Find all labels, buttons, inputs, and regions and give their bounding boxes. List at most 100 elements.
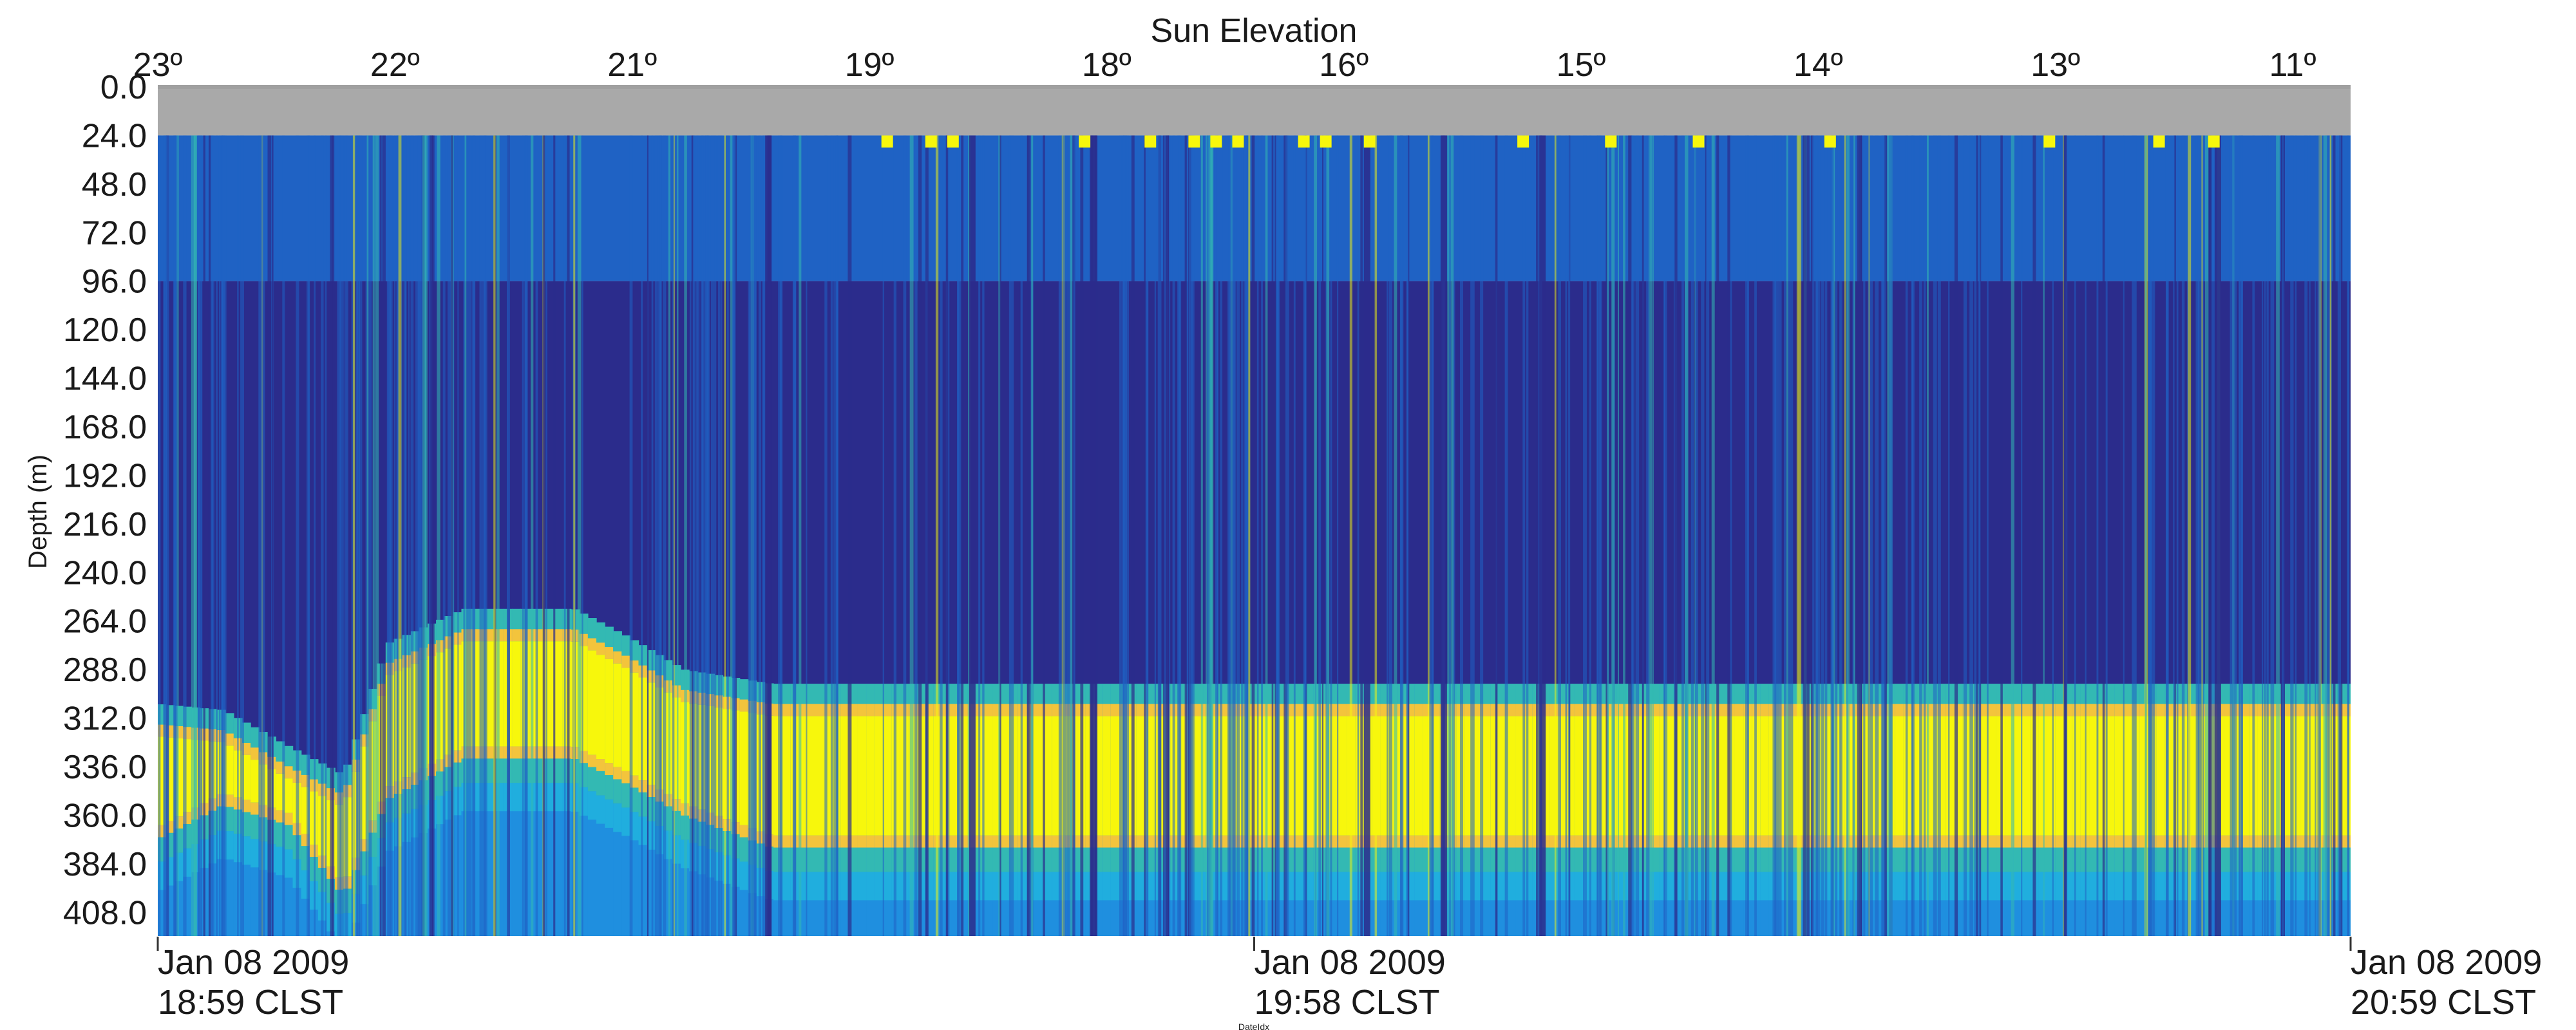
layer-column-edge-bottom (2123, 847, 2132, 872)
ping-stripe (1730, 135, 1732, 937)
sun-elevation-tick: 14º (1794, 46, 1843, 84)
ping-stripe (1450, 135, 1454, 937)
layer-column-edge-top (638, 645, 648, 666)
ping-stripe (1618, 135, 1620, 937)
layer-column-core (1330, 716, 1340, 836)
ping-stripe (1459, 135, 1464, 937)
layer-column-edge-bottom (984, 847, 994, 872)
layer-column-edge-top (840, 684, 850, 704)
layer-column-orange-bottom (1001, 835, 1010, 848)
layer-column-orange-bottom (486, 746, 496, 759)
ping-stripe (2276, 135, 2280, 937)
layer-column-edge-top (875, 684, 884, 704)
ping-stripe (198, 135, 202, 937)
layer-column-edge-bottom (1490, 847, 1499, 872)
layer-column-core (1490, 716, 1499, 836)
layer-column-edge-top (2089, 684, 2098, 704)
layer-column-fade (613, 803, 622, 832)
layer-column-orange-top (1734, 704, 1744, 716)
layer-column-edge-bottom (1566, 847, 1575, 872)
ping-stripe (2309, 135, 2311, 937)
ping-stripe (2230, 135, 2233, 937)
ping-stripe (1796, 135, 1800, 937)
layer-column-orange-bottom (545, 746, 555, 759)
layer-column-orange-top (815, 704, 825, 716)
layer-column-core (2283, 716, 2292, 836)
ping-stripe (1798, 135, 1802, 937)
surface-patch (1144, 135, 1157, 148)
ping-stripe (431, 135, 435, 937)
ping-stripe (1635, 135, 1640, 937)
ping-stripe (2304, 135, 2308, 937)
layer-column-edge-bottom (2089, 847, 2098, 872)
layer-column-orange-top (2123, 704, 2132, 716)
ping-stripe (237, 135, 239, 937)
ping-stripe (296, 135, 299, 937)
layer-column-orange-top (1515, 704, 1525, 716)
dropout-line (1363, 135, 1370, 937)
ping-stripe (258, 135, 263, 937)
ping-stripe (216, 135, 218, 937)
layer-column-orange-top (857, 704, 867, 716)
ping-stripe (1447, 135, 1450, 937)
layer-column-fade (2156, 872, 2166, 901)
ping-stripe (710, 135, 715, 937)
ping-stripe (401, 135, 403, 937)
layer-column-edge-top (605, 626, 614, 648)
layer-column-orange-top (596, 642, 605, 655)
layer-column-edge-bottom (1296, 847, 1305, 872)
layer-column-fade (1001, 872, 1010, 901)
surface-patch (881, 135, 893, 148)
ping-stripe (493, 135, 496, 937)
layer-column-core (613, 663, 622, 767)
layer-column-orange-top (1001, 704, 1010, 716)
ping-stripe (1200, 135, 1203, 937)
layer-column-core (2072, 716, 2081, 836)
layer-column-edge-top (1549, 684, 1558, 704)
ping-stripe (2197, 135, 2202, 937)
layer-column-edge-top (1305, 684, 1314, 704)
ping-stripe (442, 135, 446, 937)
layer-column-edge-bottom (2098, 847, 2107, 872)
ping-stripe (545, 135, 547, 937)
layer-column-edge-top (2055, 684, 2065, 704)
layer-column-core (242, 754, 251, 800)
layer-column-orange-bottom (2098, 835, 2107, 848)
ping-stripe (1080, 135, 1084, 937)
layer-column-edge-top (2013, 684, 2022, 704)
layer-column-core (596, 655, 605, 760)
layer-column-fade (596, 795, 605, 824)
layer-column-edge-bottom (1355, 847, 1365, 872)
layer-column-orange-top (545, 629, 555, 642)
ping-stripe (2181, 135, 2185, 937)
layer-column-fade (554, 783, 564, 812)
layer-column-core (815, 716, 825, 836)
ping-stripe (1330, 135, 1332, 937)
layer-column-orange-bottom (1482, 835, 1491, 848)
layer-column-edge-bottom (1110, 847, 1120, 872)
layer-column-edge-top (225, 713, 234, 734)
layer-column-edge-top (1330, 684, 1340, 704)
layer-column-orange-bottom (2047, 835, 2056, 848)
ping-stripe (421, 135, 423, 937)
ping-stripe (1772, 135, 1777, 937)
layer-column-edge-top (1895, 684, 1904, 704)
ping-stripe (1716, 135, 1719, 937)
ping-stripe (240, 135, 244, 937)
layer-column-orange-bottom (840, 835, 850, 848)
ping-stripe (1210, 135, 1213, 937)
layer-column-edge-bottom (1524, 847, 1533, 872)
layer-column-fade (1718, 872, 1727, 901)
layer-column-orange-top (486, 629, 496, 642)
layer-column-orange-top (284, 766, 294, 779)
layer-column-edge-bottom (1330, 847, 1340, 872)
ping-stripe (1642, 135, 1644, 937)
layer-column-orange-top (1110, 704, 1120, 716)
ping-stripe (1815, 135, 1819, 937)
depth-tick-label: 192.0 (63, 457, 147, 494)
layer-column-edge-top (1001, 684, 1010, 704)
layer-column-edge-bottom (2156, 847, 2166, 872)
ping-stripe (410, 135, 414, 937)
layer-column-orange-top (1524, 704, 1533, 716)
